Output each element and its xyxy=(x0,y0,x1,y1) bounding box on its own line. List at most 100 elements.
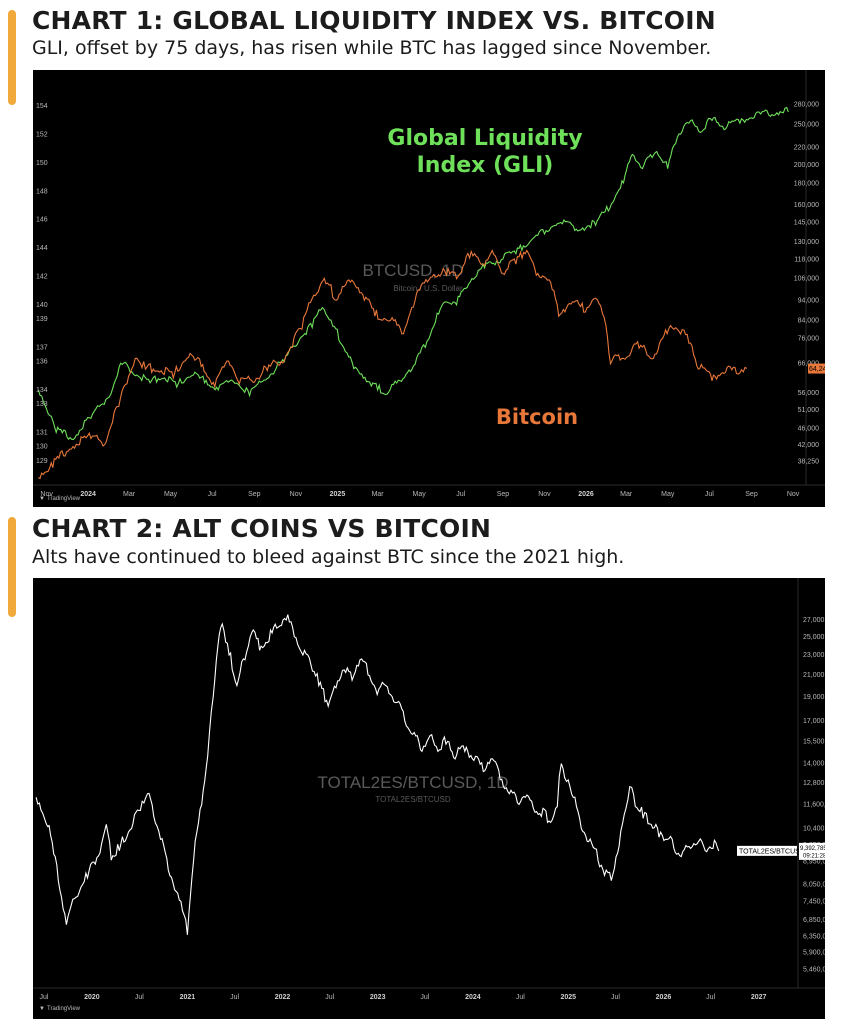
chart1-panel[interactable]: BTCUSD, 1D Bitcoin / U.S. Dollar 154 152 1… xyxy=(33,70,825,507)
right-axis-tick: 180,000 xyxy=(794,181,819,188)
x-axis-tick: Sep xyxy=(745,491,758,498)
left-axis-tick: 152 xyxy=(36,132,48,139)
left-axis-tick: 129 xyxy=(36,458,48,465)
last-series-label: TOTAL2ES/BTCUSD xyxy=(739,848,805,855)
right-axis-tick: 5,900,000.00 xyxy=(803,950,825,957)
left-axis-tick: 133 xyxy=(36,401,48,408)
x-axis-tick: 2025 xyxy=(330,491,346,498)
right-axis-tick: 46,000 xyxy=(798,426,820,433)
last-price-label: 64,247 xyxy=(809,366,825,373)
series-line-global-liquidity-index-gli xyxy=(37,106,789,441)
x-axis-tick: Nov xyxy=(290,491,303,498)
last-time-label: 09:21:28 xyxy=(803,853,825,859)
x-axis-tick: 2020 xyxy=(84,994,100,1001)
right-axis-tick: 76,000 xyxy=(798,335,820,342)
x-axis-tick: 2024 xyxy=(80,491,96,498)
left-axis-tick: 130 xyxy=(36,444,48,451)
last-series-label-box xyxy=(737,845,797,856)
x-axis-tick: Jul xyxy=(611,994,620,1001)
x-axis-tick: 2021 xyxy=(180,994,196,1001)
right-axis-tick: 23,000,000.00 xyxy=(803,652,825,659)
chart2-subtitle: Alts have continued to bleed against BTC… xyxy=(32,546,625,568)
x-axis-tick: 2022 xyxy=(275,994,291,1001)
left-axis-tick: 146 xyxy=(36,217,48,224)
x-axis-tick: 2026 xyxy=(656,994,672,1001)
chart1-brand-label: TradingView xyxy=(47,496,81,502)
left-axis-tick: 139 xyxy=(36,316,48,323)
left-axis-tick: 142 xyxy=(36,273,48,280)
chart1-title: CHART 1: GLOBAL LIQUIDITY INDEX VS. BITC… xyxy=(32,6,716,35)
x-axis-tick: Jul xyxy=(456,491,465,498)
x-axis-tick: 2027 xyxy=(751,994,767,1001)
chart2-watermark-sub: TOTAL2ES/BTCUSD xyxy=(375,795,451,804)
right-axis-tick: 94,000 xyxy=(798,297,820,304)
x-axis-tick: Jul xyxy=(39,994,48,1001)
x-axis-tick: Jul xyxy=(706,994,715,1001)
right-axis-tick: 11,600,000.00 xyxy=(803,802,825,809)
x-axis-tick: Sep xyxy=(248,491,261,498)
x-axis-tick: 2025 xyxy=(561,994,577,1001)
chart1-brand: ▼ TradingView xyxy=(39,496,81,502)
chart1-annotation-gli-line1: Global Liquidity xyxy=(387,126,582,151)
chart1-annotation-gli-line2: Index (GLI) xyxy=(417,153,554,178)
right-axis-tick: 19,000,000.00 xyxy=(803,694,825,701)
chart2-brand: ▼ TradingView xyxy=(39,1006,81,1012)
right-axis-tick: 130,000 xyxy=(794,239,819,246)
right-axis-tick: 5,460,000.00 xyxy=(803,966,825,973)
chart1-svg[interactable]: BTCUSD, 1D Bitcoin / U.S. Dollar 1541521… xyxy=(33,70,825,507)
right-axis-tick: 8,050,000.00 xyxy=(803,882,825,889)
series-line-total2es-btcusd xyxy=(35,614,720,935)
right-axis-tick: 220,000 xyxy=(794,145,819,152)
chart2-brand-label: TradingView xyxy=(47,1006,81,1012)
right-axis-tick: 106,000 xyxy=(794,276,819,283)
right-axis-tick: 280,000 xyxy=(794,101,819,108)
x-axis-tick: 2023 xyxy=(370,994,386,1001)
chart2-title: CHART 2: ALT COINS VS BITCOIN xyxy=(32,514,492,543)
right-axis-tick: 160,000 xyxy=(794,202,819,209)
last-value-label: 9,392,785.55 xyxy=(800,846,825,852)
left-axis-tick: 144 xyxy=(36,245,48,252)
left-axis-tick: 150 xyxy=(36,160,48,167)
right-axis-tick: 84,000 xyxy=(798,317,820,324)
x-axis-tick: Mar xyxy=(372,491,385,498)
x-axis-tick: Jul xyxy=(420,994,429,1001)
right-axis-tick: 7,450,000.00 xyxy=(803,899,825,906)
x-axis-tick: Jul xyxy=(230,994,239,1001)
x-axis-tick: Jul xyxy=(135,994,144,1001)
x-axis-tick: Nov xyxy=(787,491,800,498)
right-axis-tick: 14,000,000.00 xyxy=(803,761,825,768)
right-axis-tick: 56,000 xyxy=(798,390,820,397)
x-axis-tick: May xyxy=(164,491,178,498)
right-axis-tick: 6,850,000.00 xyxy=(803,917,825,924)
x-axis-tick: May xyxy=(661,491,675,498)
x-axis-tick: Jul xyxy=(208,491,217,498)
x-axis-tick: May xyxy=(413,491,427,498)
right-axis-tick: 42,000 xyxy=(798,442,820,449)
x-axis-tick: 2026 xyxy=(578,491,594,498)
chart1-subtitle: GLI, offset by 75 days, has risen while … xyxy=(32,37,712,59)
right-axis-tick: 145,000 xyxy=(794,219,819,226)
right-axis-tick: 8,950,000.00 xyxy=(803,858,825,865)
last-value-badge xyxy=(799,842,825,860)
x-axis-tick: Nov xyxy=(40,491,53,498)
right-axis-tick: 118,000 xyxy=(794,256,819,263)
right-axis-tick: 12,800,000.00 xyxy=(803,780,825,787)
left-axis-tick: 136 xyxy=(36,359,48,366)
left-axis-tick: 154 xyxy=(36,103,48,110)
chart1-annotation-btc: Bitcoin xyxy=(496,405,578,429)
right-axis-tick: 27,000,000.00 xyxy=(803,617,825,624)
chart2-watermark: TOTAL2ES/BTCUSD, 1D xyxy=(317,773,508,792)
left-axis-tick: 137 xyxy=(36,344,48,351)
chart2-panel[interactable]: TOTAL2ES/BTCUSD, 1D TOTAL2ES/BTCUSD 27,0… xyxy=(33,578,825,1019)
right-axis-tick: 200,000 xyxy=(794,162,819,169)
chart1-watermark-sub: Bitcoin / U.S. Dollar xyxy=(393,284,463,293)
chart2-accent-bar xyxy=(8,517,16,617)
tradingview-logo-icon: ▼ xyxy=(39,1006,45,1012)
tradingview-logo-icon: ▼ xyxy=(39,496,45,502)
x-axis-tick: Mar xyxy=(123,491,136,498)
chart2-svg[interactable]: TOTAL2ES/BTCUSD, 1D TOTAL2ES/BTCUSD 27,0… xyxy=(33,578,825,1019)
series-line-bitcoin xyxy=(38,249,747,480)
right-axis-tick: 250,000 xyxy=(794,122,819,129)
x-axis-tick: Nov xyxy=(538,491,551,498)
left-axis-tick: 131 xyxy=(36,429,48,436)
